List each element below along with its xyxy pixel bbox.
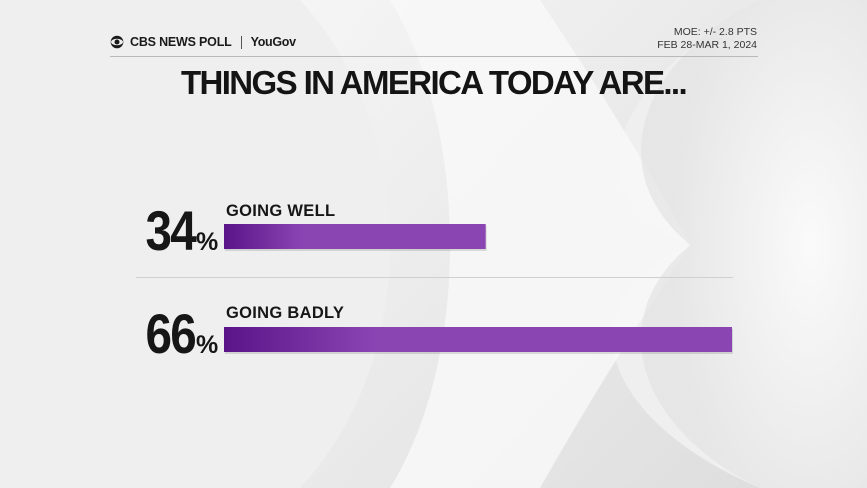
value-label-2: 66: [145, 303, 195, 365]
header-divider: [110, 56, 758, 57]
category-label-1: GOING WELL: [226, 202, 335, 220]
chart-title: THINGS IN AMERICA TODAY ARE...: [180, 64, 688, 101]
poll-info: MOE: +/- 2.8 PTS FEB 28-MAR 1, 2024: [657, 26, 757, 52]
margin-of-error: MOE: +/- 2.8 PTS: [673, 26, 757, 38]
poll-dates: FEB 28-MAR 1, 2024: [657, 39, 757, 51]
bar-1: [224, 224, 486, 249]
row-divider: [136, 277, 733, 278]
category-label-2: GOING BADLY: [226, 304, 344, 322]
partner-name: YouGov: [250, 35, 297, 49]
value-label-1: 34: [145, 200, 196, 262]
brand-name: CBS NEWS POLL: [130, 35, 232, 49]
percent-sign-2: %: [196, 331, 218, 359]
header-branding: CBS NEWS POLL YouGov: [110, 35, 296, 49]
percent-sign-1: %: [196, 228, 218, 256]
cbs-eye-logo-icon: [110, 35, 124, 49]
brand-divider: [240, 35, 242, 49]
bar-2: [224, 327, 732, 352]
